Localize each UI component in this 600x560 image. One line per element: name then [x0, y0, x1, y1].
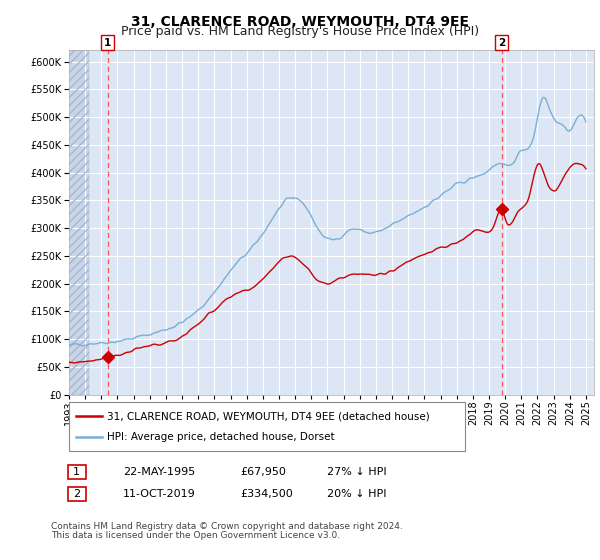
- Text: 20% ↓ HPI: 20% ↓ HPI: [327, 489, 386, 499]
- Text: £67,950: £67,950: [240, 467, 286, 477]
- Bar: [69, 50, 89, 395]
- Text: 1: 1: [73, 467, 80, 477]
- Text: £334,500: £334,500: [240, 489, 293, 499]
- Text: 11-OCT-2019: 11-OCT-2019: [123, 489, 196, 499]
- Text: Price paid vs. HM Land Registry's House Price Index (HPI): Price paid vs. HM Land Registry's House …: [121, 25, 479, 38]
- Text: 2: 2: [498, 38, 505, 48]
- Text: 31, CLARENCE ROAD, WEYMOUTH, DT4 9EE: 31, CLARENCE ROAD, WEYMOUTH, DT4 9EE: [131, 15, 469, 29]
- Bar: [69, 50, 89, 395]
- Text: Contains HM Land Registry data © Crown copyright and database right 2024.: Contains HM Land Registry data © Crown c…: [51, 522, 403, 531]
- Text: 27% ↓ HPI: 27% ↓ HPI: [327, 467, 386, 477]
- Text: This data is licensed under the Open Government Licence v3.0.: This data is licensed under the Open Gov…: [51, 531, 340, 540]
- Text: 31, CLARENCE ROAD, WEYMOUTH, DT4 9EE (detached house): 31, CLARENCE ROAD, WEYMOUTH, DT4 9EE (de…: [107, 411, 430, 421]
- Text: 1: 1: [104, 38, 111, 48]
- Text: 22-MAY-1995: 22-MAY-1995: [123, 467, 195, 477]
- Text: 2: 2: [73, 489, 80, 499]
- Text: HPI: Average price, detached house, Dorset: HPI: Average price, detached house, Dors…: [107, 432, 334, 442]
